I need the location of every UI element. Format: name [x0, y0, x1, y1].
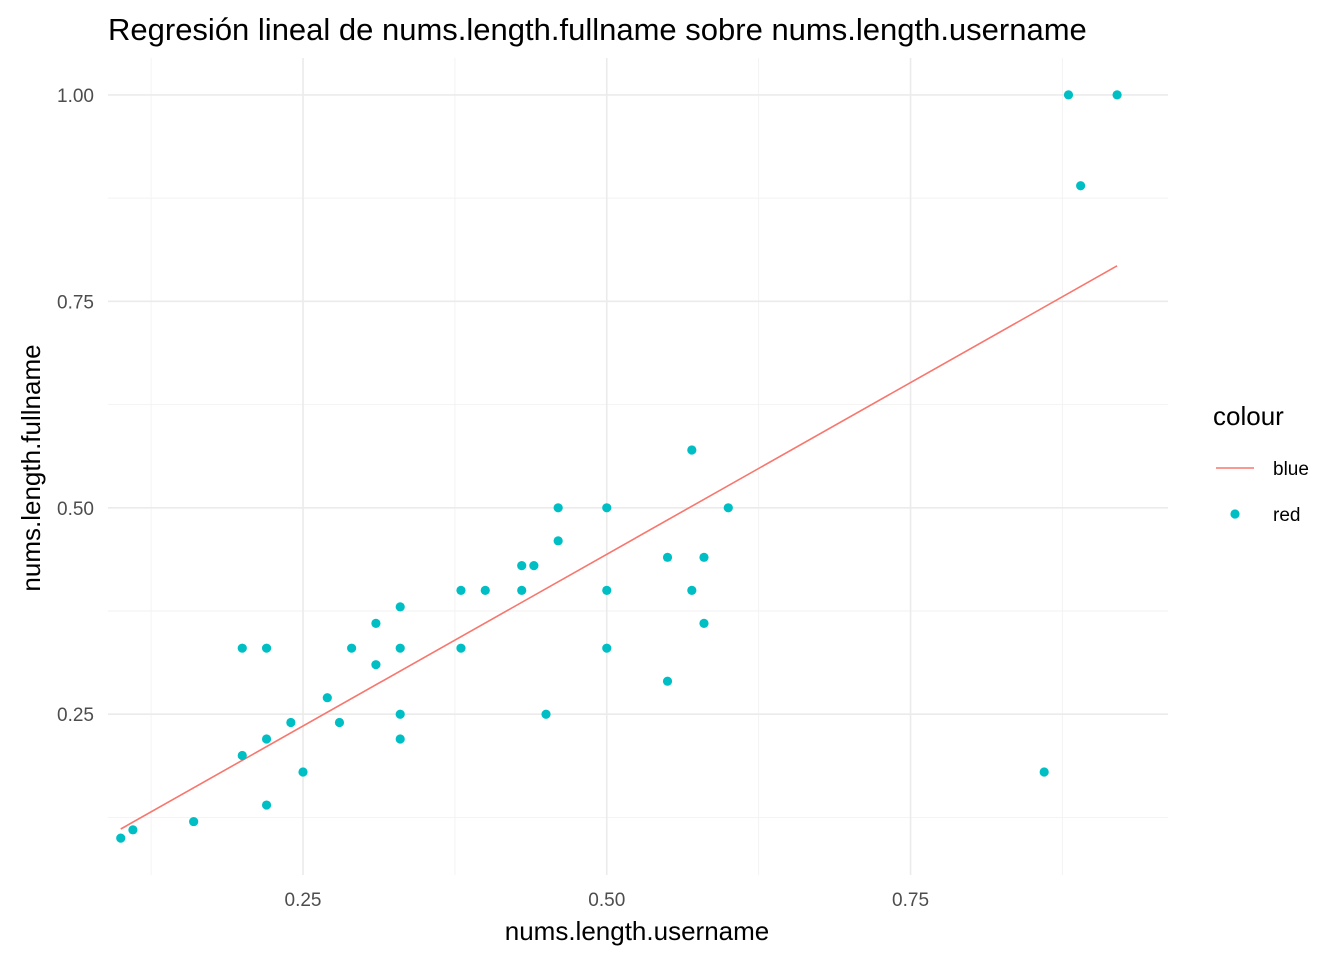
chart-title: Regresión lineal de nums.length.fullname… — [108, 12, 1087, 47]
legend-label: red — [1273, 505, 1300, 526]
scatter-point — [347, 643, 357, 653]
scatter-point — [541, 709, 551, 719]
scatter-point — [517, 585, 527, 595]
scatter-point — [517, 560, 527, 571]
scatter-point — [395, 643, 405, 653]
y-tick-label: 0.25 — [57, 705, 94, 726]
x-axis-title: nums.length.username — [505, 916, 769, 946]
legend: colour blue red — [1213, 401, 1309, 526]
regression-line-layer — [120, 265, 1118, 830]
scatter-point — [602, 585, 612, 595]
scatter-point — [602, 643, 612, 653]
scatter-point — [286, 717, 296, 728]
scatter-point — [662, 552, 673, 562]
legend-keys: blue red — [1216, 459, 1309, 526]
scatter-point — [1039, 767, 1049, 777]
y-axis-tick-labels: 0.25 0.50 0.75 1.00 — [57, 86, 94, 726]
scatter-points-layer — [116, 90, 1122, 843]
regression-line — [120, 265, 1118, 830]
scatter-point — [699, 618, 709, 628]
x-tick-label: 0.50 — [588, 890, 625, 911]
x-tick-label: 0.25 — [285, 890, 322, 911]
scatter-point — [456, 643, 466, 653]
scatter-point — [334, 717, 345, 728]
scatter-point — [298, 767, 308, 777]
scatter-point — [602, 503, 612, 513]
y-tick-label: 1.00 — [57, 86, 94, 107]
legend-title: colour — [1213, 401, 1284, 431]
y-tick-label: 0.50 — [57, 499, 94, 520]
scatter-point — [322, 693, 332, 703]
scatter-point — [395, 734, 405, 744]
scatter-point — [1063, 90, 1074, 100]
scatter-point — [261, 643, 272, 653]
scatter-point — [687, 585, 697, 595]
scatter-point — [723, 503, 733, 513]
scatter-point — [395, 602, 405, 612]
y-tick-label: 0.75 — [57, 292, 94, 313]
scatter-point — [237, 643, 247, 653]
scatter-point — [662, 676, 673, 686]
scatter-point — [553, 503, 563, 513]
scatter-point — [371, 618, 381, 628]
x-axis-tick-labels: 0.25 0.50 0.75 — [285, 890, 930, 911]
scatter-point — [1076, 181, 1086, 191]
x-tick-label: 0.75 — [892, 890, 929, 911]
legend-label: blue — [1273, 459, 1309, 480]
scatter-point — [699, 552, 709, 562]
minor-gridlines — [108, 58, 1168, 875]
scatter-point — [128, 825, 138, 835]
scatter-point — [371, 660, 381, 670]
scatter-point — [261, 800, 272, 810]
scatter-point — [553, 536, 563, 546]
scatter-point — [456, 585, 466, 595]
scatter-point — [1112, 90, 1122, 100]
scatter-point — [116, 833, 126, 843]
scatter-point — [529, 560, 539, 571]
scatter-point — [237, 750, 247, 761]
scatter-point — [189, 816, 199, 827]
y-axis-title: nums.length.fullname — [16, 344, 46, 591]
legend-key-point — [1230, 509, 1240, 519]
scatter-point — [261, 734, 272, 744]
scatter-point — [480, 585, 490, 595]
scatter-point — [687, 445, 697, 455]
major-gridlines — [108, 58, 1168, 875]
scatter-point — [395, 709, 405, 719]
